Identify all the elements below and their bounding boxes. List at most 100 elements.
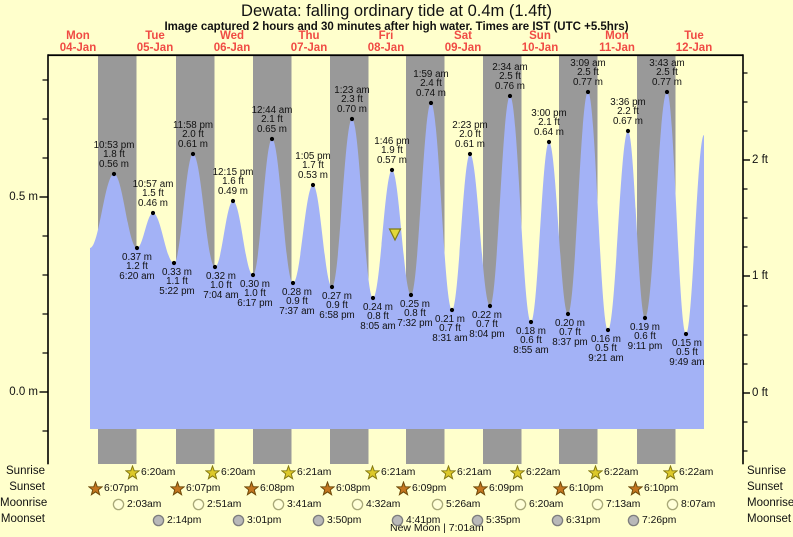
tide-ft-value: 2.0 ft — [459, 129, 481, 141]
day-date: 12-Jan — [675, 41, 713, 54]
left-axis-value: 0.5 m — [9, 190, 38, 203]
low-tide-label: 0.24 m 0.8 ft 8:05 am — [340, 302, 416, 331]
low-tide-label: 0.37 m 1.2 ft 6:20 am — [99, 252, 175, 282]
high-tide-label: 1:59 am 2.4 ft 0.74 m — [393, 69, 469, 98]
moonrise-icon — [591, 498, 604, 510]
low-tide-label: 0.32 m 1.0 ft 7:04 am — [183, 271, 259, 300]
tide-ft-value: 0.9 ft — [326, 300, 348, 312]
sunrise-event: 6:21am — [365, 464, 415, 480]
moonset-event: 6:31pm — [550, 513, 600, 528]
tide-m-value: 0.28 m — [282, 287, 312, 298]
tide-m-value: 0.56 m — [99, 158, 129, 170]
left-axis-value: 0.0 m — [9, 385, 38, 398]
tide-time-value: 2:34 am — [492, 62, 528, 73]
right-axis — [742, 54, 744, 465]
sunrise-time: 6:22am — [526, 466, 561, 478]
left-axis — [47, 54, 49, 465]
sunset-event: 6:10pm — [553, 480, 603, 496]
moonrise-event: 4:32am — [350, 497, 400, 512]
sunset-time: 6:08pm — [336, 482, 371, 494]
moonrise-row-label-right: Moonrise — [747, 497, 793, 509]
moonrise-event: 7:13am — [590, 497, 640, 512]
sunrise-row-label-right: Sunrise — [747, 465, 786, 477]
tide-m-value: 0.24 m — [363, 302, 393, 313]
moonset-time: 4:41pm — [406, 514, 441, 526]
moonset-time: 5:35pm — [486, 514, 521, 526]
sunrise-icon — [510, 464, 525, 480]
moonrise-event: 3:41am — [271, 497, 321, 512]
day-label: Mon 11-Jan — [585, 30, 649, 54]
tide-ft-value: 1.8 ft — [103, 149, 125, 161]
low-tide-label: 0.22 m 0.7 ft 8:04 pm — [449, 310, 525, 339]
low-tide-label: 0.15 m 0.5 ft 9:49 am — [649, 338, 725, 367]
sunrise-icon — [205, 464, 220, 480]
tide-point-dot — [349, 116, 355, 122]
tide-ft-value: 0.8 ft — [367, 311, 389, 323]
low-tide-label: 0.21 m 0.7 ft 8:31 am — [412, 314, 488, 343]
day-name: Tue — [684, 30, 704, 42]
tide-time-value: 10:53 pm — [93, 140, 135, 151]
sunset-time: 6:09pm — [412, 482, 447, 494]
sunrise-icon — [365, 464, 380, 480]
sunset-icon — [628, 480, 643, 496]
tide-m-value: 0.25 m — [400, 299, 430, 310]
tide-point-dot — [290, 280, 296, 286]
sunrise-event: 6:22am — [588, 464, 639, 480]
tide-point-dot — [642, 315, 648, 321]
sunset-icon — [88, 480, 103, 496]
sunrise-time: 6:21am — [457, 466, 492, 478]
sunset-event: 6:09pm — [473, 480, 523, 496]
sunset-row-label-right: Sunset — [747, 481, 783, 493]
tide-point-dot — [664, 89, 670, 95]
tide-ft-value: 0.7 ft — [439, 323, 461, 335]
tide-ft-value: 0.5 ft — [595, 343, 617, 355]
day-name: Wed — [219, 30, 245, 42]
tide-ft-value: 0.7 ft — [559, 327, 581, 339]
low-tide-label: 0.33 m 1.1 ft 5:22 pm — [139, 267, 215, 297]
tide-ft-value: 1.1 ft — [166, 276, 188, 288]
tide-point-dot — [269, 136, 275, 142]
tide-m-value: 0.20 m — [555, 318, 585, 329]
sunrise-event: 6:21am — [441, 464, 492, 480]
tide-point-dot — [507, 93, 513, 99]
tide-ft-value: 1.5 ft — [142, 188, 164, 200]
tide-time-value: 3:36 pm — [610, 97, 646, 108]
low-tide-label: 0.19 m 0.6 ft 9:11 pm — [607, 322, 683, 351]
sunrise-time: 6:22am — [604, 466, 639, 478]
moonrise-event: 6:20am — [513, 497, 563, 512]
tide-m-value: 0.16 m — [591, 334, 621, 345]
tide-time-value: 1:05 pm — [295, 151, 331, 162]
tide-ft-value: 0.8 ft — [404, 308, 426, 320]
tide-ft-value: 2.1 ft — [538, 117, 560, 129]
tide-point-dot — [389, 167, 395, 173]
moonset-icon — [627, 514, 640, 526]
sunset-icon — [244, 480, 259, 496]
day-name: Sun — [529, 30, 551, 42]
high-tide-label: 3:09 am 2.5 ft 0.77 m — [550, 58, 626, 88]
sunrise-icon — [588, 464, 603, 480]
tide-ft-value: 1.9 ft — [381, 145, 403, 157]
sunset-time: 6:07pm — [104, 482, 139, 494]
sunrise-event: 6:22am — [510, 464, 561, 480]
tide-time-value: 3:43 am — [649, 58, 685, 69]
tide-time-value: 5:22 pm — [159, 285, 195, 297]
day-label: Thu 07-Jan — [277, 30, 341, 54]
day-label: Wed 06-Jan — [200, 30, 264, 54]
tide-time-value: 6:20 am — [119, 270, 155, 282]
tide-time-value: 7:37 am — [279, 305, 315, 317]
tide-m-value: 0.77 m — [573, 76, 603, 88]
moonset-time: 3:50pm — [327, 514, 362, 526]
plot-top-border — [48, 54, 743, 57]
day-date: 05-Jan — [136, 41, 174, 54]
tide-m-value: 0.53 m — [298, 169, 328, 181]
tide-point-dot — [449, 307, 455, 313]
tide-time-value: 9:21 am — [588, 352, 624, 364]
tide-ft-value: 1.7 ft — [302, 160, 324, 172]
sunrise-time: 6:22am — [679, 466, 714, 478]
tide-time-value: 3:09 am — [570, 58, 606, 69]
moonset-row-label-left: Moonset — [0, 513, 45, 525]
low-tide-label: 0.16 m 0.5 ft 9:21 am — [568, 334, 644, 364]
moonset-time: 2:14pm — [167, 514, 202, 526]
tide-m-value: 0.15 m — [672, 338, 702, 349]
tide-time-value: 12:15 pm — [212, 167, 254, 178]
